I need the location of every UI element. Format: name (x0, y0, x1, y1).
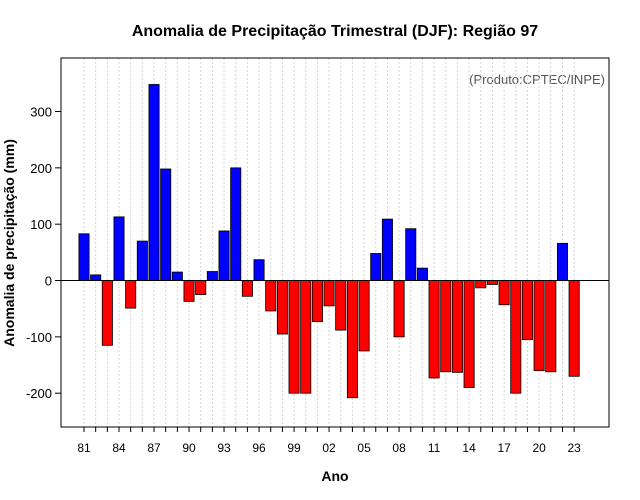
bar-2013 (451, 280, 463, 373)
bar-1988 (160, 168, 172, 281)
y-tick-label: 200 (30, 161, 52, 176)
x-tick-label: 14 (462, 441, 476, 455)
plot-frame (60, 57, 610, 428)
bar-2017 (498, 280, 510, 306)
bar-2010 (416, 267, 428, 281)
bar-1996 (253, 259, 265, 281)
x-axis: 81 84 87 90 93 96 99 02 05 08 11 14 17 20 23 (77, 427, 581, 455)
bar-1984 (113, 216, 125, 281)
bar-1981 (78, 233, 90, 281)
bar-2005 (358, 280, 370, 352)
bar-2006 (370, 253, 382, 281)
bar-2008 (393, 280, 405, 338)
bar-2018 (510, 280, 522, 394)
bar-2023 (568, 280, 580, 377)
y-axis-label: Anomalia de precipitação (mm) (1, 139, 17, 347)
bars (78, 84, 580, 399)
bar-1999 (288, 280, 300, 394)
bar-1985 (125, 280, 137, 309)
bar-2009 (405, 228, 417, 281)
x-tick-label: 99 (287, 441, 301, 455)
y-tick-label: 100 (30, 217, 52, 232)
x-tick-label: 84 (112, 441, 126, 455)
bar-1998 (276, 280, 288, 335)
x-tick-label: 93 (217, 441, 231, 455)
x-axis-label: Ano (321, 468, 348, 484)
x-tick-label: 81 (77, 441, 91, 455)
bar-2015 (475, 280, 487, 289)
x-tick-label: 02 (322, 441, 336, 455)
bar-2014 (463, 280, 475, 388)
y-axis: -200 -100 0 100 200 300 (26, 105, 61, 401)
x-tick-label: 87 (147, 441, 161, 455)
x-tick-label: 96 (252, 441, 266, 455)
bar-1982 (90, 274, 102, 281)
bar-2001 (311, 280, 323, 323)
bar-2011 (428, 280, 440, 379)
bar-2002 (323, 280, 335, 307)
bar-1994 (230, 167, 242, 281)
y-tick-label: -200 (26, 386, 52, 401)
x-tick-label: 23 (567, 441, 581, 455)
bar-1997 (265, 280, 277, 312)
bar-1986 (136, 240, 148, 281)
y-tick-label: 300 (30, 105, 52, 120)
bar-1989 (171, 271, 183, 281)
x-tick-label: 11 (428, 441, 441, 455)
bar-2004 (346, 280, 358, 399)
y-tick-label: -100 (26, 330, 52, 345)
bar-2000 (300, 280, 312, 394)
x-tick-label: 17 (497, 441, 511, 455)
bar-2003 (335, 280, 347, 331)
credit-text: (Produto:CPTEC/INPE) (469, 72, 605, 87)
bar-2020 (533, 280, 545, 372)
bar-1992 (206, 271, 218, 281)
bar-2019 (521, 280, 533, 341)
bar-1993 (218, 230, 230, 281)
bar-1987 (148, 84, 160, 281)
chart-title: Anomalia de Precipitação Trimestral (DJF… (132, 23, 538, 40)
bar-2012 (440, 280, 452, 373)
bar-1990 (183, 280, 195, 302)
x-tick-label: 05 (357, 441, 371, 455)
x-tick-label: 90 (182, 441, 196, 455)
bar-2022 (556, 242, 568, 281)
x-tick-label: 08 (392, 441, 406, 455)
bar-2021 (545, 280, 557, 373)
y-tick-label: 0 (45, 274, 52, 289)
bar-2016 (486, 280, 498, 285)
x-tick-label: 20 (532, 441, 546, 455)
bar-1983 (101, 280, 113, 346)
bar-1991 (195, 280, 207, 296)
bar-1995 (241, 280, 253, 297)
bar-2007 (381, 218, 393, 281)
